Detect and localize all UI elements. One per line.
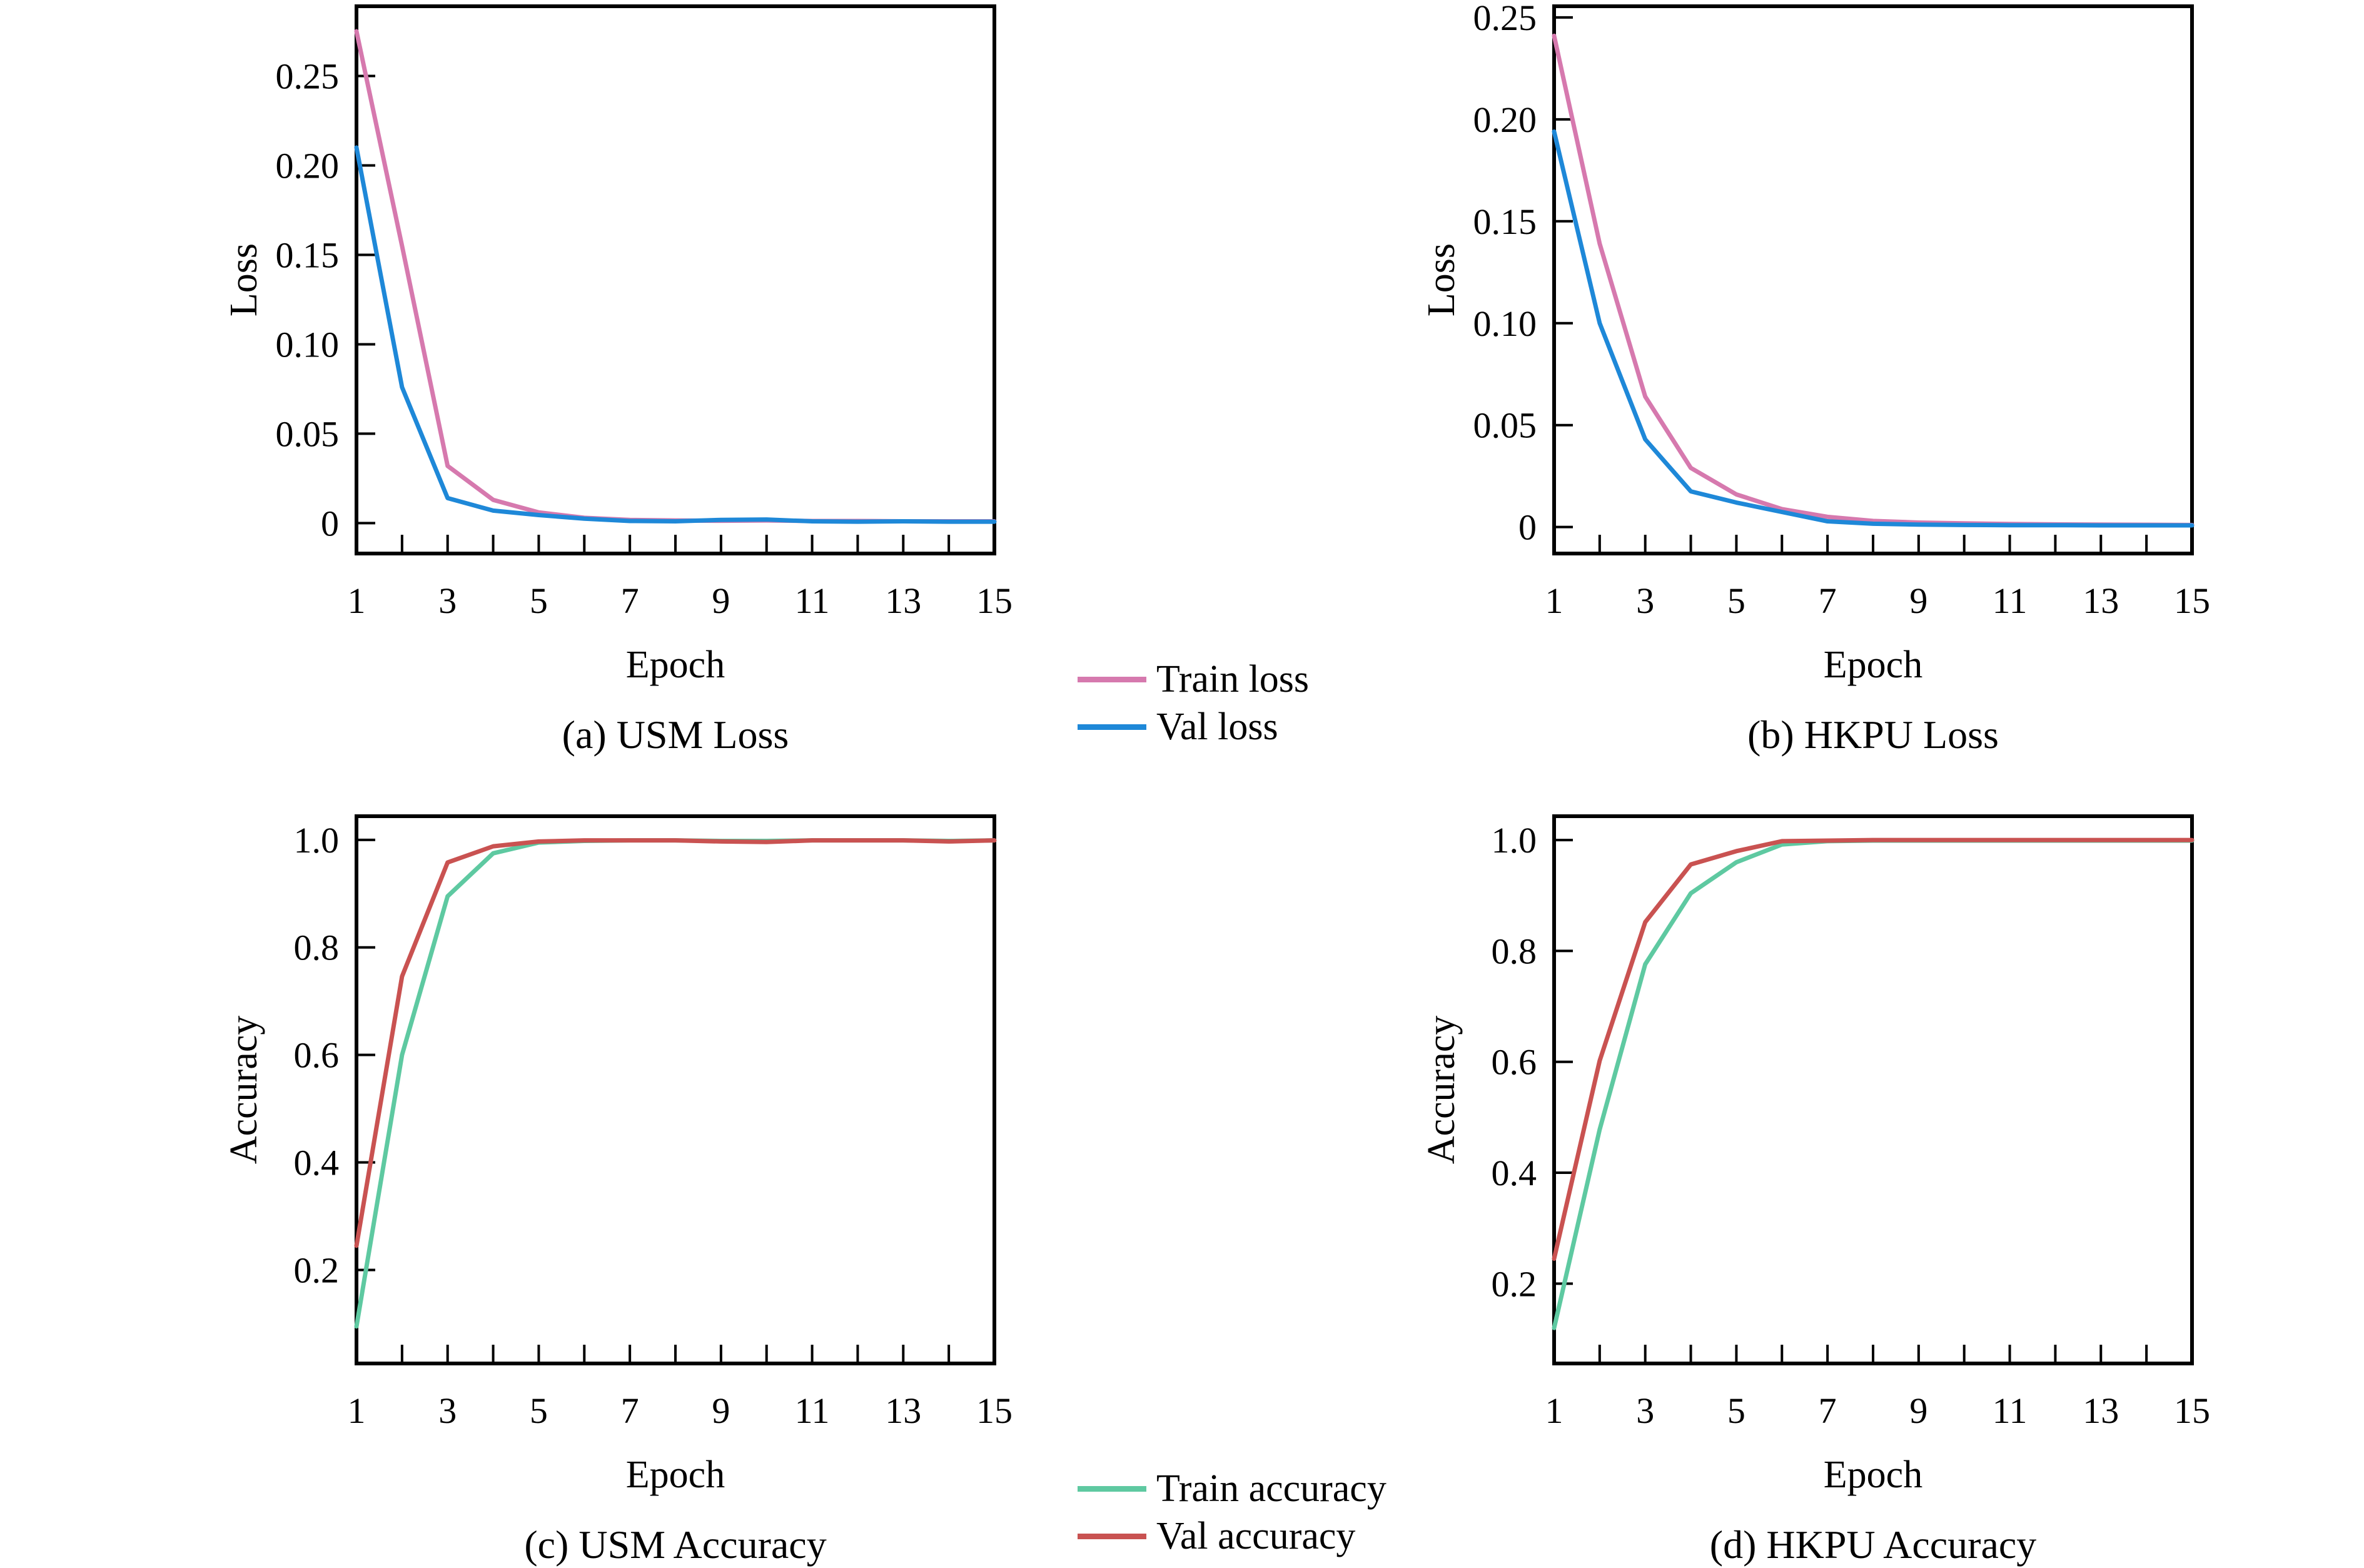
val-loss-line-swatch [1078,724,1146,730]
y-tick-label: 0.15 [1473,201,1537,242]
x-axis-label: Epoch [1823,644,1923,686]
chart-hkpu-loss: 0 0.05 0.10 0.15 0.20 0.25 1 3 5 7 9 11 13 15 Loss Epo… [1420,0,2210,757]
y-tick-label: 0.05 [276,413,340,454]
x-tick-label: 15 [2174,580,2210,621]
legend-label: Train accuracy [1156,1467,1387,1510]
legend-item: Val loss [1078,703,1309,751]
x-tick-label: 11 [795,1390,830,1431]
x-tick-label: 5 [530,580,548,621]
x-tick-label: 3 [1636,1390,1654,1431]
x-tick-label: 11 [1993,1390,2028,1431]
train-accuracy-line-swatch [1078,1485,1146,1492]
plot-frame [1552,4,2194,555]
x-tick-label: 5 [530,1390,548,1431]
val-loss-line [354,145,997,524]
x-tick-label: 3 [1636,580,1654,621]
x-tick-label: 15 [976,580,1013,621]
legend-accuracy: Train accuracy Val accuracy [1078,1465,1387,1560]
chart-hkpu-accuracy: 0.2 0.4 0.6 0.8 1.0 1 3 5 7 9 11 13 15 Accuracy Epoch… [1420,814,2210,1567]
y-tick-label: 1.0 [294,820,340,861]
legend-label: Train loss [1156,657,1310,701]
legend-label: Val loss [1156,705,1278,748]
y-tick-label: 0 [321,503,339,544]
x-tick-label: 13 [885,1390,921,1431]
train-loss-line [1552,33,2195,527]
y-tick-label: 0 [1518,507,1537,548]
x-tick-label: 7 [1819,580,1837,621]
x-tick-label: 13 [885,580,921,621]
x-tick-label: 11 [795,580,830,621]
x-tick-label: 5 [1727,1390,1745,1431]
train-loss-line [354,29,997,524]
x-tick-label: 13 [2083,1390,2119,1431]
chart-caption: (b) HKPU Loss [1747,712,1999,757]
y-axis-label: Loss [1420,243,1463,316]
x-tick-label: 7 [621,1390,639,1431]
val-loss-line [1552,129,2195,528]
y-tick-label: 0.20 [1473,99,1537,140]
y-tick-label: 0.25 [276,56,340,97]
val-accuracy-line [1552,837,2195,1261]
y-tick-label: 1.0 [1492,820,1537,861]
x-tick-label: 15 [976,1390,1013,1431]
x-tick-label: 1 [1545,1390,1563,1431]
y-tick-label: 0.8 [1492,931,1537,971]
val-accuracy-line [354,838,997,1248]
x-tick-label: 1 [1545,580,1563,621]
x-tick-label: 1 [348,1390,366,1431]
x-tick-label: 9 [1909,1390,1927,1431]
y-tick-label: 0.15 [276,235,340,275]
y-tick-label: 0.6 [1492,1042,1537,1083]
y-tick-label: 0.05 [1473,405,1537,446]
x-tick-label: 11 [1993,580,2028,621]
y-tick-label: 0.2 [294,1250,340,1290]
legend-loss: Train loss Val loss [1078,655,1309,751]
legend-label: Val accuracy [1156,1514,1356,1557]
x-axis-label: Epoch [1823,1454,1923,1496]
x-tick-label: 5 [1727,580,1745,621]
y-tick-label: 0.4 [1492,1153,1537,1193]
chart-caption: (d) HKPU Accuracy [1709,1522,2037,1567]
legend-item: Train accuracy [1078,1465,1387,1512]
y-tick-label: 0.8 [294,928,340,968]
y-axis-label: Accuracy [223,1016,265,1165]
chart-usm-accuracy: 0.2 0.4 0.6 0.8 1.0 1 3 5 7 9 11 13 15 Accuracy Epoch… [223,814,1013,1567]
x-tick-label: 15 [2174,1390,2210,1431]
x-tick-label: 3 [438,1390,457,1431]
plot-frame [1552,814,2194,1365]
legend-item: Val accuracy [1078,1512,1387,1560]
x-tick-label: 1 [348,580,366,621]
train-accuracy-line [354,838,997,1329]
chart-caption: (a) USM Loss [562,712,789,757]
x-tick-label: 9 [1909,580,1927,621]
y-axis-label: Accuracy [1420,1016,1463,1165]
y-tick-label: 0.20 [276,145,340,186]
x-tick-label: 7 [621,580,639,621]
legend-item: Train loss [1078,655,1309,703]
chart-caption: (c) USM Accuracy [524,1522,827,1567]
y-tick-label: 0.6 [294,1035,340,1076]
y-tick-label: 0.25 [1473,0,1537,38]
x-axis-label: Epoch [625,644,725,686]
x-tick-label: 13 [2083,580,2119,621]
x-tick-label: 3 [438,580,457,621]
x-tick-label: 7 [1819,1390,1837,1431]
x-tick-label: 9 [712,1390,730,1431]
chart-usm-loss: 0 0.05 0.10 0.15 0.20 0.25 1 3 5 7 9 11 13 15 Loss Epo… [223,4,1013,757]
y-tick-label: 0.10 [1473,303,1537,344]
y-tick-label: 0.4 [294,1143,340,1183]
plot-frame [355,814,996,1365]
y-tick-label: 0.10 [276,324,340,365]
x-axis-label: Epoch [625,1454,725,1496]
train-loss-line-swatch [1078,676,1146,682]
x-tick-label: 9 [712,580,730,621]
val-accuracy-line-swatch [1078,1533,1146,1539]
y-axis-label: Loss [223,243,265,316]
y-tick-label: 0.2 [1492,1263,1537,1304]
